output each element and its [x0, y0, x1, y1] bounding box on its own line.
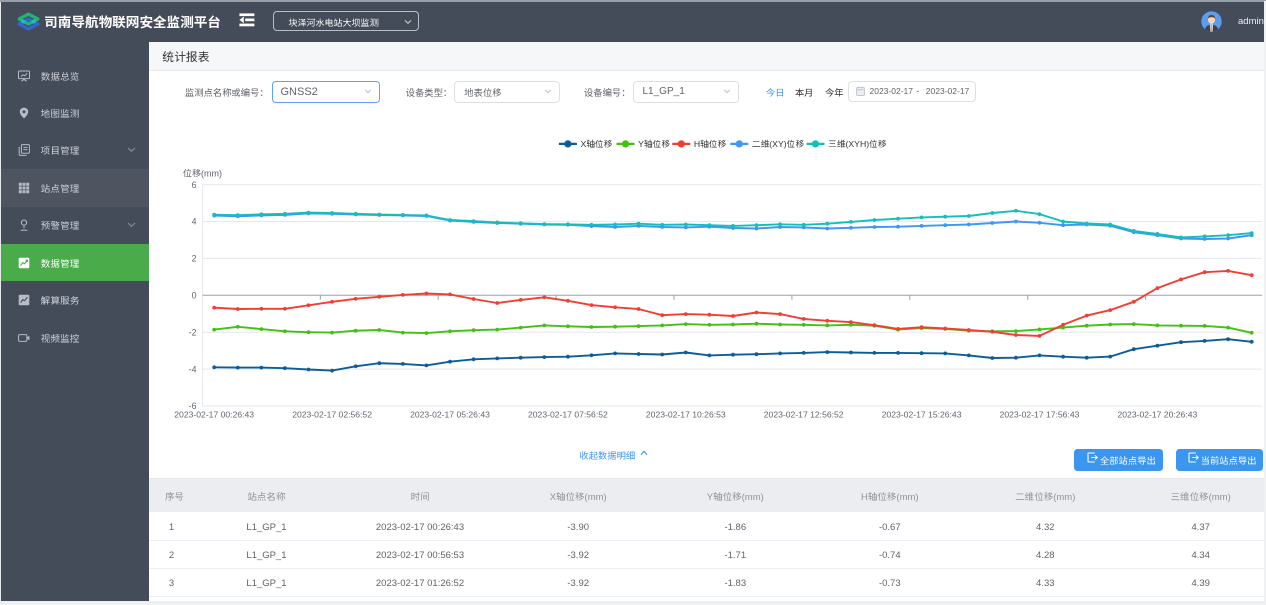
- svg-text:H轴位移: H轴位移: [694, 139, 727, 149]
- svg-text:2023-02-17 10:26:53: 2023-02-17 10:26:53: [646, 409, 726, 419]
- svg-text:6: 6: [192, 180, 197, 190]
- svg-text:2023-02-17 20:26:43: 2023-02-17 20:26:43: [1117, 409, 1197, 419]
- svg-text:2023-02-17 17:56:43: 2023-02-17 17:56:43: [1000, 409, 1080, 419]
- svg-text:2: 2: [192, 254, 197, 264]
- svg-text:2023-02-17 07:56:52: 2023-02-17 07:56:52: [528, 409, 608, 419]
- svg-text:2023-02-17 02:56:52: 2023-02-17 02:56:52: [292, 409, 372, 419]
- svg-text:2023-02-17 12:56:52: 2023-02-17 12:56:52: [764, 409, 844, 419]
- svg-text:2023-02-17 15:26:43: 2023-02-17 15:26:43: [882, 409, 962, 419]
- svg-text:0: 0: [192, 291, 197, 301]
- svg-text:2023-02-17 00:26:43: 2023-02-17 00:26:43: [174, 409, 254, 419]
- svg-text:2023-02-17 05:26:43: 2023-02-17 05:26:43: [410, 409, 490, 419]
- svg-text:二维(XY)位移: 二维(XY)位移: [752, 139, 804, 149]
- svg-text:-2: -2: [189, 327, 197, 337]
- svg-text:4: 4: [192, 217, 197, 227]
- svg-text:三维(XYH)位移: 三维(XYH)位移: [828, 139, 887, 149]
- svg-text:-6: -6: [189, 401, 197, 411]
- svg-text:位移(mm): 位移(mm): [182, 169, 222, 179]
- svg-text:Y轴位移: Y轴位移: [638, 139, 670, 149]
- svg-text:X轴位移: X轴位移: [581, 139, 613, 149]
- svg-text:-4: -4: [189, 364, 197, 374]
